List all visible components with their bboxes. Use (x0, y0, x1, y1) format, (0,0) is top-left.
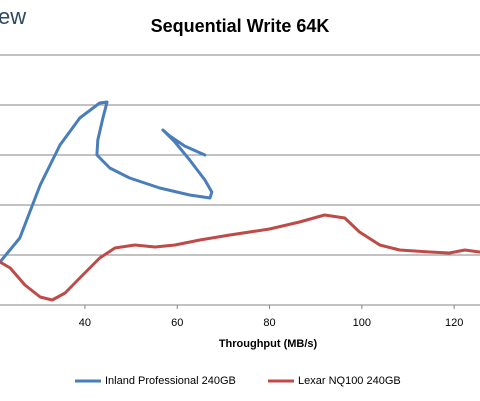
legend-label: Inland Professional 240GB (105, 375, 236, 387)
logo-text: ew (0, 4, 26, 29)
x-tick-label: 80 (263, 317, 275, 329)
x-tick-label: 40 (79, 317, 91, 329)
legend-label: Lexar NQ100 240GB (298, 375, 401, 387)
x-tick-label: 60 (171, 317, 183, 329)
x-tick-label: 120 (445, 317, 463, 329)
x-tick-label: 100 (353, 317, 371, 329)
chart-title: Sequential Write 64K (151, 16, 330, 36)
x-axis-label: Throughput (MB/s) (219, 338, 318, 350)
series-line (0, 213, 480, 302)
series-line (0, 100, 214, 264)
